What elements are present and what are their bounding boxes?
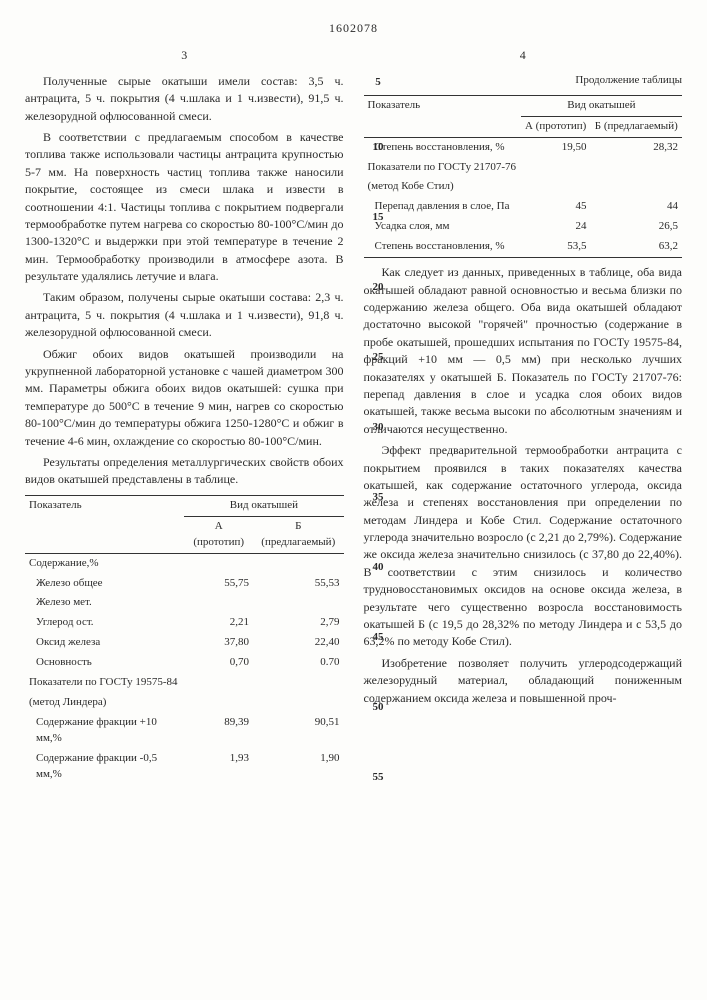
table-cell-b: 2,79: [253, 613, 343, 633]
line-marker: 40: [369, 560, 387, 576]
table-cell-a: 55,75: [184, 574, 253, 594]
table-cell-a: 24: [521, 217, 591, 237]
table-header: Вид окатышей: [521, 95, 682, 116]
paragraph: Таким образом, получены сырые окатыши со…: [25, 289, 344, 341]
table-cell-b: [253, 693, 343, 713]
paragraph: В соответствии с предлагаемым способом в…: [25, 129, 344, 286]
table-cell-b: [253, 553, 343, 573]
table-cell-b: 1,90: [253, 749, 343, 785]
table-cell-a: [184, 693, 253, 713]
table-cell-b: 28,32: [591, 137, 682, 157]
table-cell-a: 37,80: [184, 633, 253, 653]
table-row-label: Содержание,%: [25, 553, 184, 573]
paragraph: Эффект предварительной термообработки ан…: [364, 442, 683, 651]
table-cell-b: [253, 593, 343, 613]
table-header: Показатель: [364, 95, 521, 137]
table-subheader: А (прототип): [184, 516, 253, 553]
table-cell-b: [591, 158, 682, 178]
table-cell-a: 89,39: [184, 713, 253, 749]
table-cell-b: 90,51: [253, 713, 343, 749]
properties-table-2: Показатель Вид окатышей А (прототип) Б (…: [364, 95, 683, 259]
right-column: 4 Продолжение таблицы Показатель Вид ока…: [364, 47, 683, 790]
table-row-label: Перепад давления в слое, Па: [364, 197, 521, 217]
table-cell-a: 1,93: [184, 749, 253, 785]
table-cell-a: 53,5: [521, 237, 591, 257]
table-row-label: (метод Линдера): [25, 693, 184, 713]
line-marker: 55: [369, 770, 387, 786]
paragraph: Обжиг обоих видов окатышей производили н…: [25, 346, 344, 450]
table-cell-b: [591, 177, 682, 197]
line-marker: 25: [369, 350, 387, 366]
paragraph: Полученные сырые окатыши имели состав: 3…: [25, 73, 344, 125]
table-header: Показатель: [25, 495, 184, 553]
table-cell-a: 0,70: [184, 653, 253, 673]
line-marker: 15: [369, 210, 387, 226]
line-marker: 50: [369, 700, 387, 716]
table-cell-b: 63,2: [591, 237, 682, 257]
table-subheader: А (прототип): [521, 116, 591, 137]
table-row-label: Железо общее: [25, 574, 184, 594]
table-row-label: Степень восстановления, %: [364, 137, 521, 157]
table-cell-b: 22,40: [253, 633, 343, 653]
table-row-label: Оксид железа: [25, 633, 184, 653]
table-row-label: (метод Кобе Стил): [364, 177, 521, 197]
table-row-label: Степень восстановления, %: [364, 237, 521, 257]
table-cell-a: 19,50: [521, 137, 591, 157]
line-marker: 5: [369, 75, 387, 91]
table-cell-b: [253, 673, 343, 693]
line-marker: 20: [369, 280, 387, 296]
line-marker: 10: [369, 140, 387, 156]
table-row-label: Основность: [25, 653, 184, 673]
line-marker: 35: [369, 490, 387, 506]
table-cell-a: 45: [521, 197, 591, 217]
line-marker: 30: [369, 420, 387, 436]
table-cell-a: 2,21: [184, 613, 253, 633]
paragraph: Результаты определения металлургических …: [25, 454, 344, 489]
properties-table-1: Показатель Вид окатышей А (прототип) Б (…: [25, 495, 344, 785]
table-row-label: Показатели по ГОСТу 19575-84: [25, 673, 184, 693]
table-row-label: Содержание фракции +10 мм,%: [25, 713, 184, 749]
table-cell-a: [184, 593, 253, 613]
table-row-label: Углерод ост.: [25, 613, 184, 633]
table-cell-b: 55,53: [253, 574, 343, 594]
table-row-label: Железо мет.: [25, 593, 184, 613]
table-row-label: Показатели по ГОСТу 21707-76: [364, 158, 521, 178]
paragraph: Как следует из данных, приведенных в таб…: [364, 264, 683, 438]
table-cell-a: [521, 158, 591, 178]
table-cell-a: [184, 673, 253, 693]
table-header: Вид окатышей: [184, 495, 343, 516]
table-cell-b: 0.70: [253, 653, 343, 673]
table-subheader: Б (предлагаемый): [591, 116, 682, 137]
table-row-label: Содержание фракции -0,5 мм,%: [25, 749, 184, 785]
left-column-number: 3: [25, 47, 344, 64]
table-cell-a: [184, 553, 253, 573]
document-number: 1602078: [25, 20, 682, 37]
table-cell-a: [521, 177, 591, 197]
left-column: 3 Полученные сырые окатыши имели состав:…: [25, 47, 344, 790]
table-row-label: Усадка слоя, мм: [364, 217, 521, 237]
table-subheader: Б (предлагаемый): [253, 516, 343, 553]
table-continuation-caption: Продолжение таблицы: [364, 73, 683, 89]
line-marker: 45: [369, 630, 387, 646]
paragraph: Изобретение позволяет получить углеродсо…: [364, 655, 683, 707]
table-cell-b: 44: [591, 197, 682, 217]
right-column-number: 4: [364, 47, 683, 64]
table-cell-b: 26,5: [591, 217, 682, 237]
